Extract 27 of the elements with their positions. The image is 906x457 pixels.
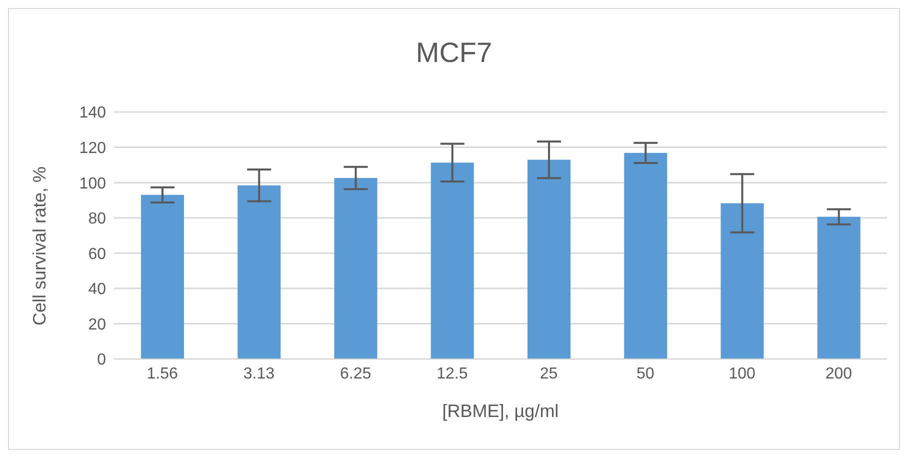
bar (817, 216, 860, 359)
x-tick-label: 6.25 (340, 365, 372, 382)
x-tick-label: 100 (728, 365, 756, 382)
y-axis-title: Cell survival rate, % (29, 166, 50, 326)
bar (334, 178, 378, 359)
y-tick-label: 60 (88, 246, 106, 263)
bar (141, 194, 184, 359)
y-tick-label: 80 (88, 210, 106, 228)
y-tick-label: 140 (79, 104, 106, 122)
chart-title: MCF7 (414, 37, 494, 69)
y-tick-label: 120 (79, 140, 106, 157)
bar (720, 203, 764, 359)
bar (624, 152, 668, 359)
y-tick-label: 20 (88, 316, 106, 334)
y-tick-label: 40 (88, 281, 106, 298)
bar (430, 162, 474, 359)
bar (238, 185, 281, 359)
bar (528, 160, 570, 359)
x-axis-title: [RBME], µg/ml (442, 401, 559, 421)
x-tick-label: 12.5 (436, 365, 468, 382)
x-tick-label: 3.13 (243, 365, 275, 382)
x-tick-label: 25 (540, 365, 558, 382)
x-tick-label: 200 (825, 365, 852, 382)
y-tick-label: 100 (79, 175, 106, 192)
y-tick-label: 0 (97, 352, 106, 369)
x-tick-label: 50 (636, 365, 654, 382)
x-tick-label: 1.56 (146, 365, 178, 382)
